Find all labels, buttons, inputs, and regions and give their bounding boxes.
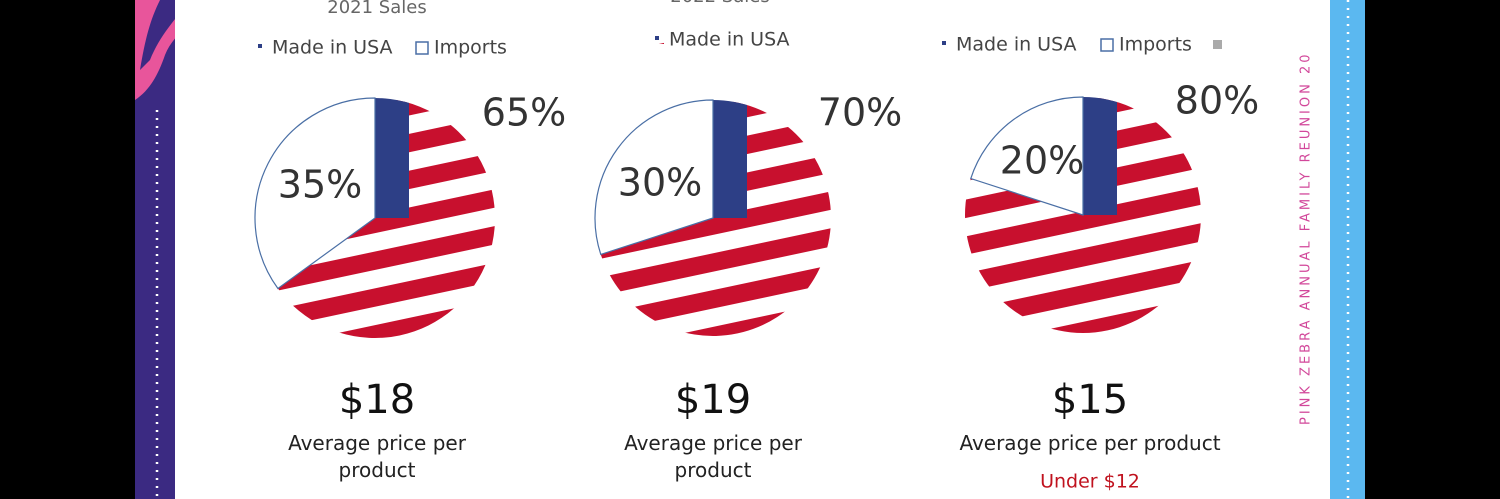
- flag-canton: [713, 100, 747, 218]
- caption-box: Average price per product: [288, 431, 466, 482]
- pie-slice: [970, 96, 1084, 216]
- legend-label: Made in USA: [272, 37, 393, 59]
- legend-swatch: [1213, 40, 1222, 49]
- legend-swatch: [1100, 38, 1114, 52]
- legend-label: Imports: [434, 37, 507, 59]
- price: $18: [339, 377, 415, 423]
- slice-label: 65%: [482, 91, 566, 135]
- caption: Average price per product: [624, 431, 802, 482]
- legend-swatch: [415, 41, 429, 55]
- caption-box: Average price per product: [624, 431, 802, 482]
- legend-swatch: [258, 44, 262, 48]
- price: $19: [675, 377, 751, 423]
- legend-swatch: [655, 36, 664, 44]
- legend-label: Imports: [1119, 34, 1192, 56]
- legend-label: Made in USA: [956, 34, 1077, 56]
- chart-title: 2023 Sales: [1040, 0, 1139, 2]
- slice-label: 30%: [618, 161, 702, 205]
- chart-title: 2021 Sales: [327, 0, 426, 18]
- flag-canton: [1083, 97, 1117, 215]
- legend-swatch: [942, 41, 946, 45]
- price-note: Under $12: [1040, 471, 1140, 493]
- caption-box: Average price per product: [959, 431, 1221, 455]
- legend-swatch: [942, 41, 951, 49]
- legend-label: Made in USA: [669, 29, 790, 51]
- flag-canton: [375, 98, 409, 218]
- pie-slice: [254, 97, 376, 290]
- legend-swatch: [655, 36, 659, 40]
- swirl-inner: [140, 0, 190, 70]
- slice-label: 20%: [1000, 139, 1084, 183]
- caption: Average price per product: [288, 431, 466, 482]
- caption: Average price per product: [959, 431, 1221, 455]
- pie-slice: [277, 98, 496, 339]
- side-text: PINK ZEBRA ANNUAL FAMILY REUNION 20: [1299, 51, 1314, 425]
- price: $15: [1052, 377, 1128, 423]
- slice-label: 35%: [278, 163, 362, 207]
- slice-label: 70%: [818, 91, 902, 135]
- legend-swatch: [258, 44, 267, 52]
- chart-title: 2022 Sales: [670, 0, 769, 7]
- pie-slice: [594, 99, 714, 256]
- slice-label: 80%: [1175, 79, 1259, 123]
